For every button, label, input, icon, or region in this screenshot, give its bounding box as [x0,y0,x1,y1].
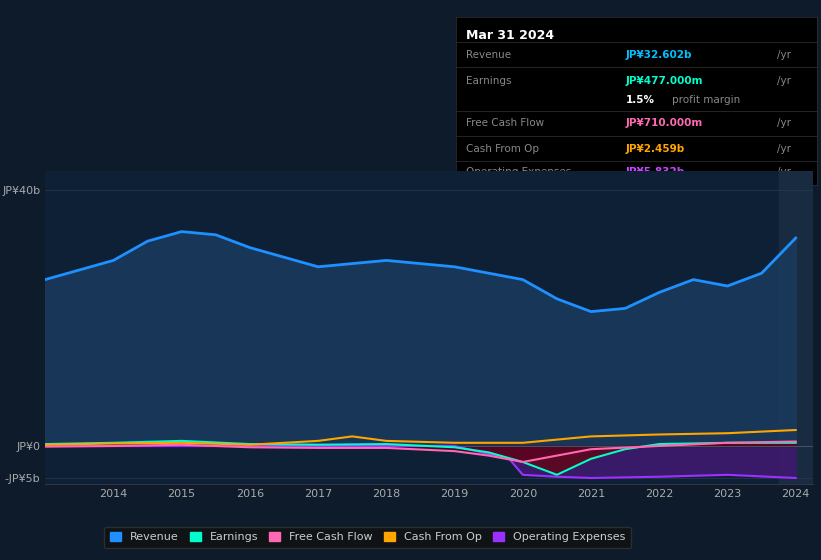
Text: Earnings: Earnings [466,77,512,86]
Text: Operating Expenses: Operating Expenses [466,167,571,177]
Text: profit margin: profit margin [672,95,741,105]
Text: Mar 31 2024: Mar 31 2024 [466,29,555,41]
Text: /yr: /yr [777,144,791,153]
Text: JP¥5.832b: JP¥5.832b [626,167,685,177]
Text: JP¥710.000m: JP¥710.000m [626,119,703,128]
Legend: Revenue, Earnings, Free Cash Flow, Cash From Op, Operating Expenses: Revenue, Earnings, Free Cash Flow, Cash … [104,526,631,548]
Bar [778,171,813,484]
Text: /yr: /yr [777,167,791,177]
Text: JP¥477.000m: JP¥477.000m [626,77,703,86]
Text: /yr: /yr [777,77,791,86]
Text: JP¥2.459b: JP¥2.459b [626,144,685,153]
Text: 1.5%: 1.5% [626,95,654,105]
Text: /yr: /yr [777,50,791,59]
Text: JP¥32.602b: JP¥32.602b [626,50,692,59]
Text: /yr: /yr [777,119,791,128]
Text: Free Cash Flow: Free Cash Flow [466,119,544,128]
Text: Revenue: Revenue [466,50,511,59]
Text: Cash From Op: Cash From Op [466,144,539,153]
